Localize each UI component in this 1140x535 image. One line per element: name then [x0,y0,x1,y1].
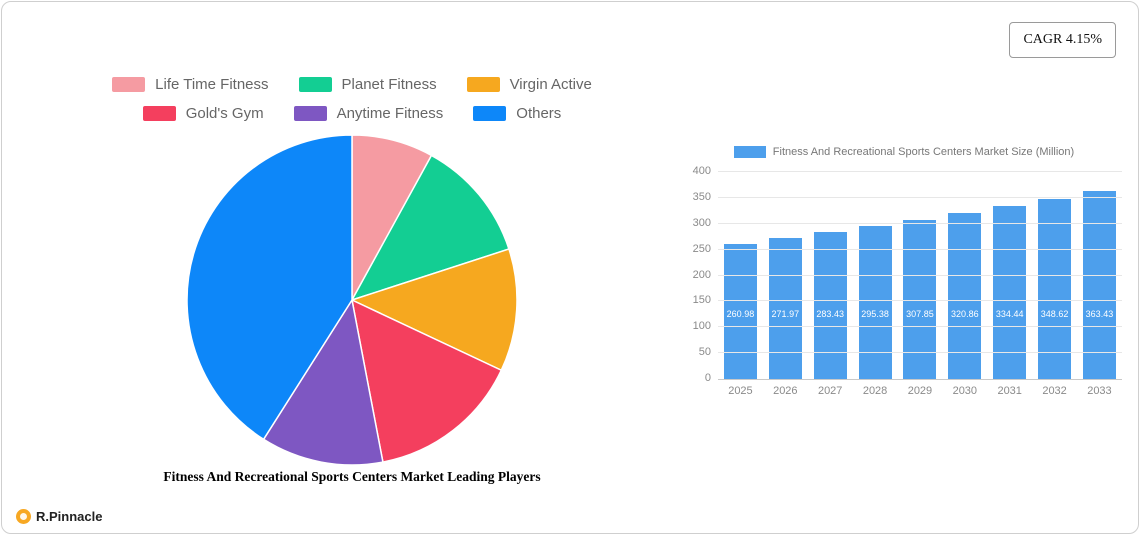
x-axis-tick-label: 2030 [952,385,978,397]
bar-2028[interactable]: 295.38 [858,226,892,379]
x-axis-tick-label: 2027 [817,385,843,397]
bar-column-2033: 363.43 2033 [1079,172,1119,397]
bar-column-2030: 320.86 2030 [945,172,985,397]
bar-value-label: 260.98 [726,309,755,319]
pie-legend-swatch [466,77,500,92]
x-axis-tick-label: 2032 [1042,385,1067,397]
bar-value-label: 307.85 [906,309,934,319]
pie-legend: Life Time Fitness Planet Fitness Virgin Ac… [2,76,702,122]
bar-column-2032: 348.62 2032 [1035,172,1075,397]
x-axis-tick-label: 2031 [997,385,1022,397]
bar-column-2028: 295.38 2028 [855,172,895,397]
gridline: 400 [693,165,1122,177]
pie-legend-label: Life Time Fitness [155,76,269,93]
pie-legend-label: Gold's Gym [185,105,264,122]
bar-legend-swatch [733,146,766,158]
pie-legend-row: Life Time Fitness Planet Fitness Virgin Ac… [112,76,592,93]
bar-2027[interactable]: 283.43 [813,232,847,379]
bar-legend-label: Fitness And Recreational Sports Centers … [772,146,1075,158]
pie-legend-swatch [142,106,176,121]
bar-chart: Fitness And Recreational Sports Centers … [678,144,1130,412]
gridline: 150 [693,294,1122,306]
pie-slice-gold-s-gym[interactable] [350,298,503,463]
pie-legend-row: Gold's Gym Anytime Fitness Others [142,105,561,122]
pie-legend-label: Anytime Fitness [336,105,444,122]
y-axis-tick-label: 0 [704,372,711,384]
x-axis-tick-label: 2025 [728,385,753,397]
gridline: 250 [693,243,1122,255]
pie-legend-label: Others [516,105,562,122]
pie-legend-label: Planet Fitness [341,76,437,93]
x-axis-tick-label: 2026 [773,385,798,397]
cagr-badge: CAGR 4.15% [1009,22,1116,58]
brand-logo-icon [16,509,31,524]
brand-logo: R.Pinnacle [16,509,102,524]
bar-2025[interactable]: 260.98 [723,243,757,379]
pie-legend-swatch [473,106,507,121]
bar-2026[interactable]: 271.97 [768,238,802,379]
gridline: 200 [693,269,1122,281]
bar-2030[interactable]: 320.86 [948,212,982,379]
bar-value-label: 334.44 [995,309,1024,319]
x-axis-tick-label: 2029 [907,385,933,397]
bar-column-2029: 307.85 2029 [900,172,940,397]
y-axis-tick-label: 50 [698,346,711,359]
y-axis-tick-label: 350 [692,190,711,203]
pie-legend-swatch [293,106,327,121]
bar-2033[interactable]: 363.43 [1082,190,1116,379]
pie-legend-item-planet-fitness[interactable]: Planet Fitness [298,76,437,93]
bar-column-2031: 334.44 2031 [990,172,1030,397]
pie-legend-item-gold-s-gym[interactable]: Gold's Gym [142,105,264,122]
bar-2032[interactable]: 348.62 [1038,198,1072,379]
bar-value-label: 295.38 [861,309,889,319]
gridline: 350 [693,191,1122,203]
bar-chart-legend-item[interactable]: Fitness And Recreational Sports Centers … [678,144,1130,160]
pie-legend-item-life-time-fitness[interactable]: Life Time Fitness [112,76,269,93]
bar-2031[interactable]: 334.44 [993,205,1027,379]
pie-slice-others[interactable] [186,134,353,441]
pie-chart-title: Fitness And Recreational Sports Centers … [163,469,541,484]
bar-value-label: 348.62 [1040,309,1069,319]
bar-value-label: 363.43 [1085,309,1114,319]
y-axis-tick-label: 200 [692,268,711,281]
bar-value-label: 271.97 [771,309,800,319]
pie-slice-virgin-active[interactable] [349,248,518,372]
gridline: 0 [705,372,1122,384]
y-axis-tick-label: 300 [692,216,711,229]
gridline: 50 [699,346,1122,358]
x-axis-tick-label: 2033 [1087,385,1112,397]
brand-name: R.Pinnacle [36,509,103,524]
bar-2029[interactable]: 307.85 [903,219,937,379]
y-axis-tick-label: 100 [692,320,711,333]
pie-legend-item-others[interactable]: Others [473,105,561,122]
y-axis-tick-label: 150 [692,294,711,307]
y-axis-tick-label: 250 [692,242,711,255]
pie-legend-swatch [298,77,332,92]
pie-slice-planet-fitness[interactable] [350,154,510,302]
bar-column-2025: 260.98 2025 [720,172,760,397]
gridline: 300 [693,217,1122,229]
bar-series: 260.98 2025 271.97 2026 283.43 2027 295.38 2028… [718,172,1122,397]
bar-value-label: 283.43 [816,309,844,319]
x-axis-tick-label: 2028 [862,385,888,397]
pie-legend-swatch [112,77,146,92]
bar-value-label: 320.86 [951,309,979,319]
pie-legend-item-virgin-active[interactable]: Virgin Active [466,76,592,93]
bar-column-2027: 283.43 2027 [810,172,850,397]
bar-plot-area: 260.98 2025 271.97 2026 283.43 2027 295.38 2028… [693,165,1122,397]
pie-slice-anytime-fitness[interactable] [262,297,384,466]
gridline: 100 [693,320,1122,332]
pie-legend-label: Virgin Active [509,76,592,93]
pie-chart [186,134,518,466]
bar-column-2026: 271.97 2026 [765,172,805,397]
pie-legend-item-anytime-fitness[interactable]: Anytime Fitness [293,105,444,122]
y-axis-tick-label: 400 [692,165,711,177]
